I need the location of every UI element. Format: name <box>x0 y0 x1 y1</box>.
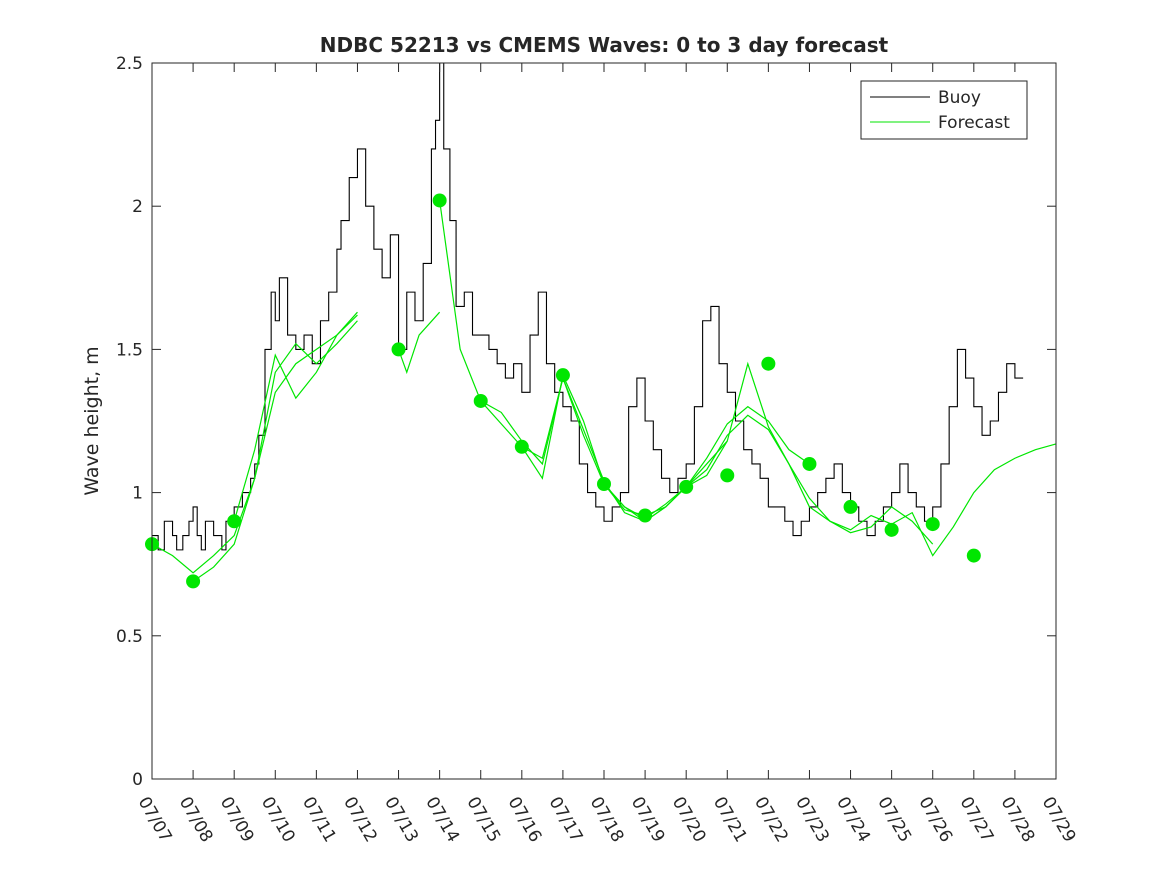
forecast-start-marker <box>473 393 488 408</box>
forecast-series-line <box>192 320 358 582</box>
forecast-series-line <box>233 311 358 522</box>
forecast-start-marker <box>391 342 406 357</box>
y-tick-label: 1.5 <box>116 340 143 360</box>
y-tick-label: 2 <box>132 197 143 217</box>
forecast-start-marker <box>966 548 981 563</box>
forecast-series-line <box>397 311 441 375</box>
forecast-start-marker <box>597 477 611 492</box>
forecast-start-marker <box>720 468 735 483</box>
y-tick-label: 1 <box>132 484 143 504</box>
legend-label-buoy: Buoy <box>938 88 981 108</box>
legend-box <box>860 80 1028 140</box>
legend-label-forecast: Forecast <box>938 113 1010 133</box>
forecast-start-marker <box>514 439 529 454</box>
buoy-series-line <box>152 62 1024 551</box>
forecast-start-marker <box>843 499 858 514</box>
forecast-start-marker <box>925 517 940 532</box>
y-tick-label: 0.5 <box>116 627 143 647</box>
plot-area <box>152 63 1056 779</box>
forecast-start-marker <box>432 193 447 208</box>
forecast-start-marker <box>227 514 242 529</box>
series-layer <box>145 62 1057 589</box>
forecast-start-marker <box>638 508 653 523</box>
forecast-start-marker <box>555 368 570 383</box>
y-tick-label: 2.5 <box>116 54 143 74</box>
forecast-start-marker <box>884 522 899 537</box>
legend: Buoy Forecast <box>860 80 1028 140</box>
forecast-series-line <box>521 361 934 545</box>
forecast-start-marker <box>802 456 817 471</box>
y-tick-label: 0 <box>132 770 143 790</box>
forecast-start-marker <box>679 479 694 494</box>
forecast-start-marker <box>761 356 776 371</box>
chart-title: NDBC 52213 vs CMEMS Waves: 0 to 3 day fo… <box>320 33 889 57</box>
y-axis-label: Wave height, m <box>81 346 103 495</box>
forecast-series-line <box>603 414 1057 557</box>
forecast-start-marker <box>186 574 201 589</box>
